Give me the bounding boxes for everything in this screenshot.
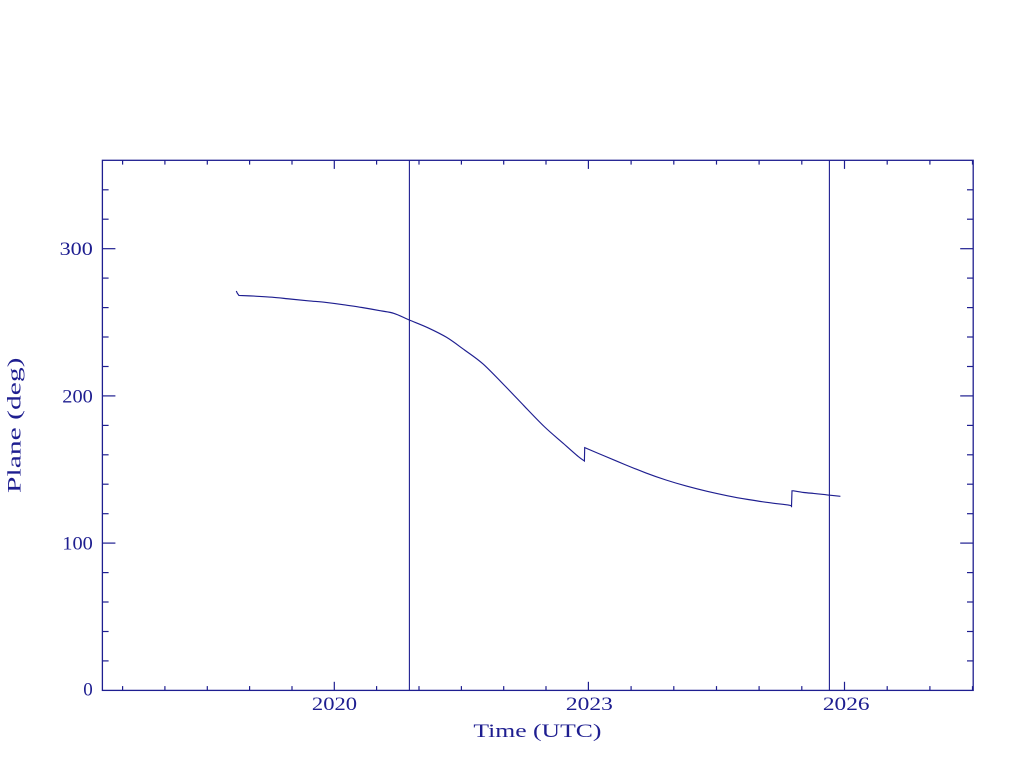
svg-text:Plane (deg): Plane (deg) — [5, 357, 26, 493]
svg-text:2023: 2023 — [566, 694, 613, 715]
svg-text:Time (UTC): Time (UTC) — [473, 721, 601, 742]
svg-text:200: 200 — [62, 386, 93, 407]
svg-text:300: 300 — [60, 239, 93, 260]
svg-text:0: 0 — [83, 680, 93, 701]
svg-text:100: 100 — [62, 533, 93, 554]
svg-text:2020: 2020 — [312, 694, 357, 715]
svg-text:2026: 2026 — [823, 694, 870, 715]
